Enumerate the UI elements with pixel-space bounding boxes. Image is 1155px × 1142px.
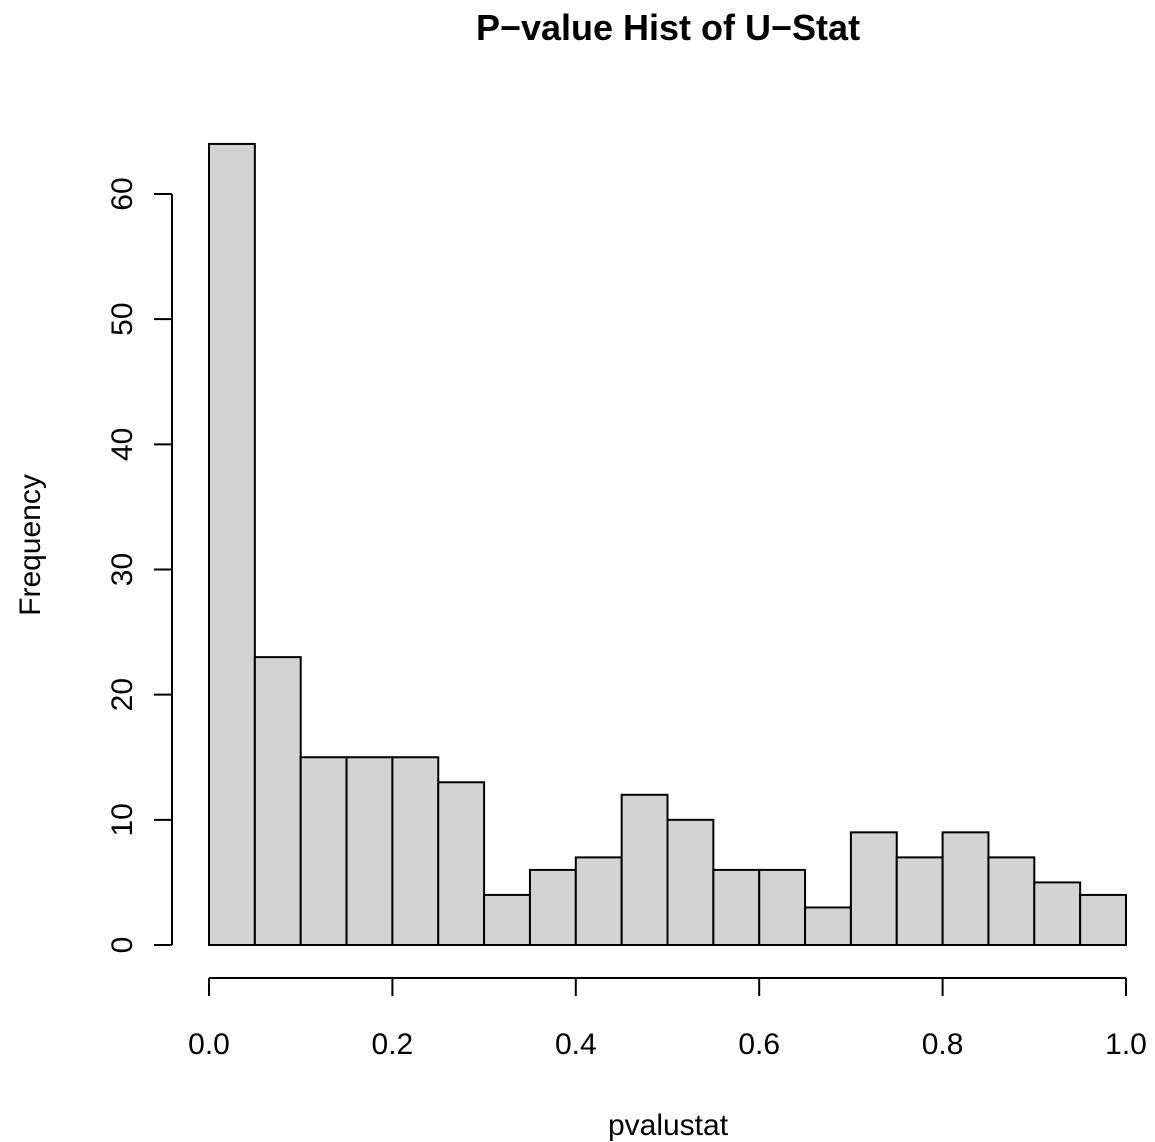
histogram-bar — [299, 756, 348, 946]
y-tick-label: 40 — [106, 428, 139, 461]
histogram-bar — [208, 142, 256, 946]
x-tick-label: 0.4 — [555, 1028, 597, 1061]
x-axis-label: pvalustat — [608, 1109, 729, 1142]
histogram-bar — [253, 656, 302, 946]
histogram-bar — [666, 818, 715, 946]
histogram-bar — [620, 793, 669, 946]
histogram-bar — [895, 856, 944, 947]
x-axis: 0.0 0.2 0.4 0.6 0.8 1.0 — [188, 977, 1147, 1061]
y-axis-label: Frequency — [14, 474, 47, 616]
histogram-bar — [1079, 893, 1128, 947]
histogram-bar — [391, 756, 440, 946]
chart-title: P−value Hist of U−Stat — [476, 7, 860, 48]
x-tick-label: 0.0 — [188, 1028, 230, 1061]
y-tick-label: 0 — [106, 937, 139, 954]
y-tick-label: 60 — [106, 177, 139, 210]
histogram-bar — [528, 868, 577, 947]
histogram-bar — [345, 756, 394, 946]
histogram-bar — [437, 781, 486, 946]
histogram-bar — [574, 856, 623, 947]
bars-group — [208, 142, 1128, 947]
x-tick-label: 0.6 — [738, 1028, 780, 1061]
y-axis: 0 10 20 30 40 50 60 — [106, 177, 173, 954]
y-tick-label: 10 — [106, 803, 139, 836]
y-tick-label: 30 — [106, 553, 139, 586]
histogram-bar — [804, 906, 852, 947]
y-tick-label: 50 — [106, 302, 139, 335]
histogram-bar — [483, 893, 531, 947]
x-tick-label: 1.0 — [1105, 1028, 1147, 1061]
y-tick-label: 20 — [106, 678, 139, 711]
histogram-bar — [1033, 881, 1082, 947]
x-tick-label: 0.2 — [372, 1028, 414, 1061]
histogram-bar — [712, 868, 761, 947]
histogram-bar — [758, 868, 807, 947]
x-tick-label: 0.8 — [922, 1028, 964, 1061]
histogram-bar — [941, 831, 990, 946]
histogram-bar — [849, 831, 898, 946]
histogram-bar — [987, 856, 1036, 947]
